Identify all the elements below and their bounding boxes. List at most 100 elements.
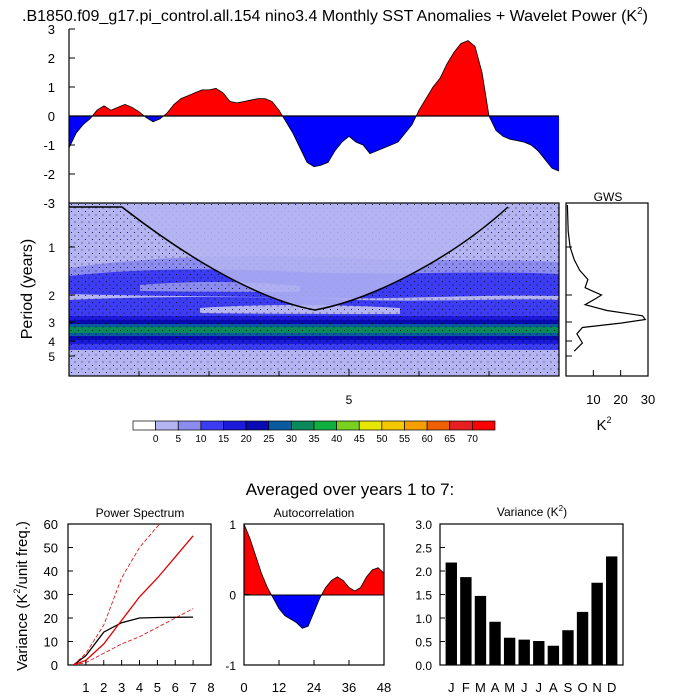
wavelet-ytick-label: 4 [48, 335, 55, 349]
ps-ytick-label: 50 [44, 541, 58, 556]
colorbar: 0 5 10 15 20 25 30 35 40 45 50 55 60 65 70 [132, 420, 496, 445]
var-bar-1 [460, 577, 472, 665]
var-bar-11 [606, 556, 618, 665]
var-title: Variance (K2) [497, 504, 567, 519]
ps-xtick-label: 8 [207, 680, 214, 695]
gws-title: GWS [594, 190, 623, 204]
cone-of-influence [69, 206, 509, 311]
var-xtick-label: A [491, 680, 500, 695]
var-ytick-label: 1.0 [415, 612, 432, 626]
ps-ytick-label: 0 [51, 658, 58, 673]
ac-xtick-label: 0 [240, 680, 247, 695]
ps-ytick-label: 40 [44, 564, 58, 579]
var-ytick-label: 1.5 [415, 589, 432, 603]
sst-ytick-label: 0 [48, 109, 55, 124]
variance-chart: Variance (K2) J F M A M J J A S O N D0.00.51.01.52.… [415, 504, 624, 695]
var-bars [445, 556, 618, 665]
sst-ytick-label: -3 [43, 196, 55, 211]
ps-xtick-label: 6 [172, 680, 179, 695]
var-xtick-label: N [592, 680, 601, 695]
colorbar-label: 45 [354, 434, 366, 445]
ac-ytick-label: 0 [229, 589, 236, 603]
colorbar-label: 10 [195, 434, 207, 445]
ps-lines [73, 524, 194, 665]
colorbar-label: 25 [263, 434, 275, 445]
ac-xtick-label: 48 [377, 680, 391, 695]
colorbar-swatch [336, 420, 360, 431]
var-xtick-label: A [549, 680, 558, 695]
ac-ytick-label: 1 [229, 518, 236, 532]
var-bar-5 [518, 639, 530, 665]
wavelet-ytick-label: 5 [48, 350, 55, 364]
ps-xtick-label: 5 [154, 680, 161, 695]
colorbar-label: 35 [308, 434, 320, 445]
sst-ticks: 3 2 1 0 -1 -2 -3 [43, 22, 75, 211]
cone-of-influence-fill [69, 207, 508, 310]
ps-ytick-label: 60 [44, 517, 58, 532]
ps-frame [67, 523, 212, 666]
ps-series-lower_ci [73, 608, 194, 665]
sst-positive-area [69, 40, 559, 116]
colorbar-swatch [313, 420, 337, 431]
var-bar-9 [576, 611, 589, 665]
var-xtick-label: S [564, 680, 573, 695]
ps-series-spectrum [73, 616, 194, 665]
colorbar-swatch [245, 420, 270, 431]
ps-ytick-label: 30 [44, 588, 58, 603]
var-bar-4 [503, 637, 516, 665]
var-ytick-label: 0.0 [415, 659, 432, 673]
colorbar-label: 60 [422, 434, 434, 445]
ac-xtick-label: 12 [272, 680, 286, 695]
colorbar-swatch [449, 420, 473, 431]
colorbar-swatch [472, 420, 496, 431]
page-title: .B1850.f09_g17.pi_control.all.154 nino3.… [22, 6, 648, 25]
gws-frame [565, 202, 649, 377]
sst-line [68, 40, 560, 172]
colorbar-swatch [381, 420, 405, 431]
colorbar-swatch [291, 420, 315, 431]
sst-negative-area [69, 116, 559, 172]
var-xtick-label: J [448, 680, 455, 695]
colorbar-swatch [155, 420, 179, 431]
colorbar-swatch [268, 420, 292, 431]
var-ytick-label: 2.5 [415, 542, 432, 556]
var-xtick-label: J [536, 680, 543, 695]
ps-ylabel: Variance (K2/unit freq.) [12, 521, 31, 671]
var-xtick-label: J [521, 680, 528, 695]
sst-ytick-label: 1 [48, 80, 55, 95]
var-bar-3 [489, 621, 501, 665]
sst-anomaly-chart: 3 2 1 0 -1 -2 -3 [43, 22, 560, 211]
gws-line [566, 204, 647, 352]
subtitle: Averaged over years 1 to 7: [246, 480, 455, 499]
gws-xtick-label: 10 [586, 392, 600, 407]
ps-ticks: 1 2 3 4 5 6 7 8 0 10 20 30 40 50 60 [44, 517, 215, 695]
colorbar-swatch [200, 420, 224, 431]
colorbar-label: 30 [286, 434, 298, 445]
ac-ticks: 0 12 24 36 48 1 0 -1 [225, 518, 391, 695]
var-bar-7 [547, 645, 560, 665]
colorbar-label: 0 [153, 434, 159, 445]
colorbar-label: 5 [175, 434, 181, 445]
ac-line [243, 523, 385, 629]
var-ytick-label: 2.0 [415, 565, 432, 579]
ac-xtick-label: 24 [307, 680, 321, 695]
ps-xtick-label: 7 [190, 680, 197, 695]
colorbar-swatch [177, 420, 202, 431]
autocorrelation-chart: Autocorrelation 0 12 24 36 48 1 0 -1 [225, 506, 391, 695]
power-spectrum-chart: Power Spectrum 1 2 3 4 5 6 7 8 0 10 20 30 40 50 60 Var… [12, 506, 215, 695]
ps-xtick-label: 2 [100, 680, 107, 695]
ac-positive-area [244, 524, 384, 595]
ps-title: Power Spectrum [96, 506, 185, 520]
gws-chart: GWS 10 20 30 K2 [565, 190, 655, 434]
var-bar-8 [562, 630, 574, 665]
ps-xtick-label: 1 [82, 680, 89, 695]
ac-xtick-label: 36 [342, 680, 356, 695]
var-ticks: J F M A M J J A S O N D0.00.51.01.52.02.53.0 [415, 518, 616, 695]
sst-ytick-label: -1 [43, 138, 55, 153]
sst-ytick-label: 2 [48, 51, 55, 66]
wavelet-ylabel: Period (years) [19, 239, 36, 339]
colorbar-label: 65 [444, 434, 456, 445]
colorbar-swatch [426, 420, 451, 431]
